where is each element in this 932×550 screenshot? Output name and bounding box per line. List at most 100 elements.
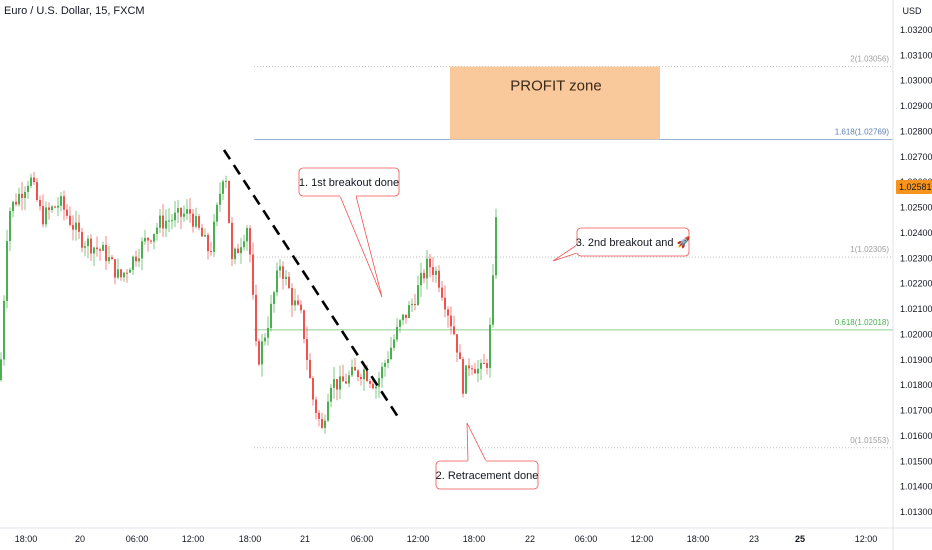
- candle-up: [18, 193, 20, 205]
- candle-up: [171, 220, 173, 222]
- candle-up: [108, 257, 110, 262]
- candle-down: [414, 304, 416, 306]
- time-tick-label: 18:00: [239, 534, 262, 544]
- candle-down: [42, 206, 44, 225]
- candle-up: [216, 204, 218, 222]
- candle-down: [78, 222, 80, 232]
- candle-down: [441, 287, 443, 298]
- candle-up: [390, 347, 392, 360]
- candle-down: [36, 182, 38, 200]
- candle-down: [162, 215, 164, 229]
- price-tick-label: 1.03100: [900, 50, 932, 60]
- candle-up: [477, 368, 479, 374]
- price-tick-label: 1.01600: [900, 431, 932, 441]
- candle-down: [72, 224, 74, 230]
- callout-box: [576, 227, 690, 257]
- candle-up: [45, 207, 47, 225]
- time-tick-label: 21: [300, 534, 310, 544]
- candle-down: [486, 363, 488, 368]
- candle-down: [336, 379, 338, 390]
- candle-up: [6, 241, 8, 301]
- price-axis[interactable]: USD 1.03200 1.03100 1.03000 1.02900 1.02800 1.…: [892, 0, 932, 550]
- candle-down: [228, 180, 230, 223]
- time-tick-label: 12:00: [855, 534, 878, 544]
- callouts: 1. 1st breakout done 2. Retracement done 3…: [298, 167, 691, 490]
- candle-up: [75, 222, 77, 230]
- candle-down: [96, 247, 98, 250]
- candle-up: [246, 228, 248, 242]
- fib-level-label: 1(1.02305): [850, 245, 889, 254]
- candle-down: [315, 399, 317, 413]
- time-axis[interactable]: 18:00 20 06:00 12:00 18:00 21 06:00 12:00 18:00 2…: [0, 527, 932, 544]
- symbol-title: Euro / U.S. Dollar, 15, FXCM: [4, 5, 145, 17]
- candle-up: [153, 233, 155, 242]
- profit-zone-label: PROFIT zone: [510, 78, 601, 95]
- candle-up: [399, 320, 401, 327]
- time-tick-label: 12:00: [182, 534, 205, 544]
- time-tick-label: 06:00: [351, 534, 374, 544]
- callout-label: 2. Retracement done: [436, 470, 539, 482]
- candle-down: [255, 294, 257, 342]
- candle-down: [105, 244, 107, 262]
- callout-pointer: [552, 244, 578, 262]
- candle-up: [60, 196, 62, 206]
- candle-down: [345, 381, 347, 384]
- candle-up: [408, 305, 410, 318]
- price-tick-label: 1.01700: [900, 406, 932, 416]
- candle-up: [465, 365, 467, 394]
- candle-up: [24, 191, 26, 199]
- candle-up: [261, 341, 263, 365]
- price-tick-label: 1.02100: [900, 304, 932, 314]
- candle-down: [111, 257, 113, 260]
- candle-down: [354, 367, 356, 371]
- candle-up: [93, 247, 95, 254]
- candle-up: [276, 270, 278, 293]
- candle-up: [234, 248, 236, 260]
- candle-down: [453, 326, 455, 335]
- candle-down: [318, 412, 320, 419]
- current-price-tag: [896, 180, 932, 195]
- candle-up: [240, 247, 242, 254]
- candle-up: [330, 387, 332, 402]
- candle-down: [48, 207, 50, 210]
- candle-up: [348, 375, 350, 384]
- fib-level-label: 0(1.01553): [850, 436, 889, 445]
- candle-up: [87, 238, 89, 247]
- candle-down: [63, 196, 65, 210]
- price-tick-label: 1.03000: [900, 76, 932, 86]
- candle-down: [282, 266, 284, 279]
- candle-up: [186, 209, 188, 214]
- candle-down: [126, 272, 128, 274]
- candle-up: [123, 272, 125, 278]
- candle-down: [189, 209, 191, 214]
- candle-down: [33, 177, 35, 183]
- candle-down: [147, 237, 149, 241]
- candle-down: [405, 314, 407, 318]
- candle-down: [180, 208, 182, 217]
- fib-level-label: 2(1.03056): [850, 55, 889, 64]
- candle-down: [462, 359, 464, 394]
- fib-level-label: 0.618(1.02018): [835, 318, 890, 327]
- candle-up: [225, 180, 227, 182]
- candle-up: [9, 211, 11, 242]
- candle-down: [252, 254, 254, 295]
- candle-up: [174, 212, 176, 221]
- candle-down: [249, 228, 251, 255]
- candle-up: [264, 337, 266, 342]
- candle-down: [198, 216, 200, 228]
- candle-up: [294, 300, 296, 306]
- candle-down: [366, 369, 368, 382]
- price-tick-label: 1.02500: [900, 203, 932, 213]
- candle-down: [372, 383, 374, 389]
- candle-up: [204, 234, 206, 237]
- profit-zone: [450, 66, 660, 140]
- currency-label: USD: [902, 6, 922, 16]
- candle-down: [21, 193, 23, 199]
- candle-down: [438, 270, 440, 288]
- candle-up: [273, 292, 275, 304]
- candle-up: [492, 275, 494, 325]
- price-tick-label: 1.02000: [900, 329, 932, 339]
- candle-down: [258, 341, 260, 365]
- candle-down: [237, 248, 239, 254]
